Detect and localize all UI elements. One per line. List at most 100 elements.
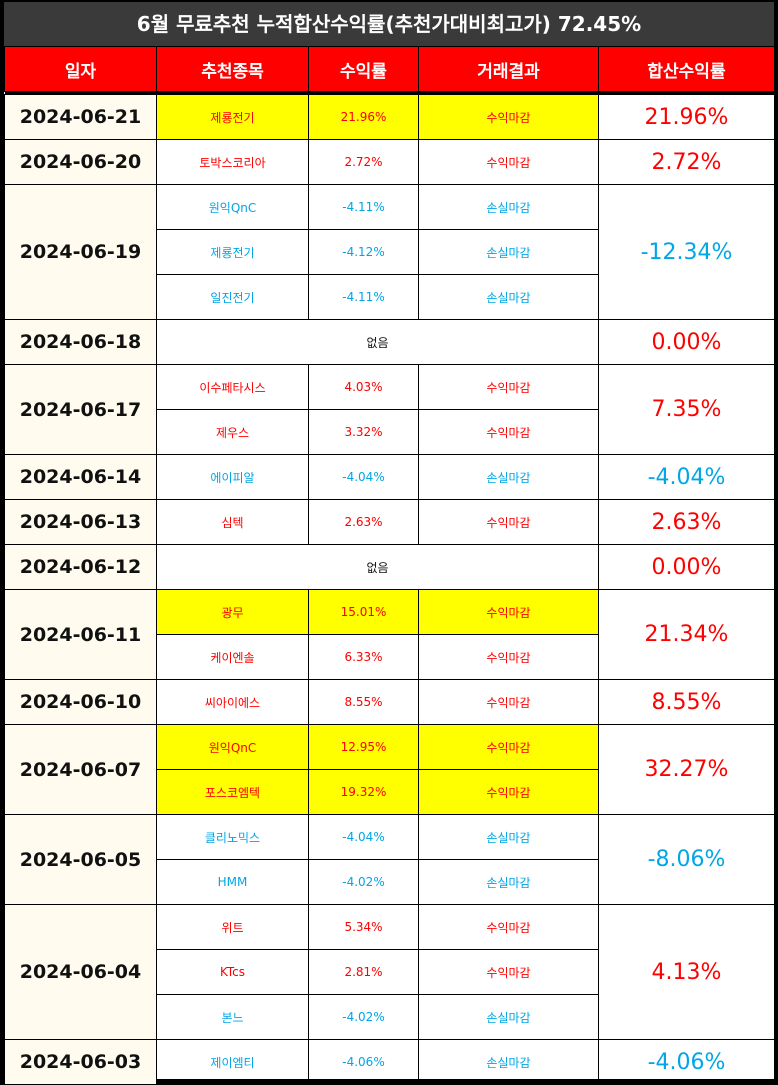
return-cell: -4.06%: [308, 1039, 419, 1085]
stock-name-cell: 제이엠티: [156, 1039, 309, 1085]
return-cell: 2.81%: [308, 949, 419, 995]
stock-name-cell: 제우스: [156, 409, 309, 455]
total-return-cell: -4.04%: [598, 454, 775, 500]
result-cell: 수익마감: [418, 634, 599, 680]
date-cell: 2024-06-18: [4, 319, 157, 365]
stock-name-cell: 원익QnC: [156, 184, 309, 230]
date-cell: 2024-06-04: [4, 904, 157, 1040]
table-row: 2024-06-13 심텍 2.63% 수익마감 2.63%: [4, 499, 775, 545]
report-frame: 6월 무료추천 누적합산수익률(추천가대비최고가) 72.45% 일자 추천종목…: [4, 2, 775, 1085]
table-row: 포스코엠텍 19.32% 수익마감: [5, 769, 775, 815]
returns-table: 일자 추천종목 수익률 거래결과 합산수익률 2024-06-21 제룡전기 21.…: [4, 46, 775, 1085]
table-row: 2024-06-19 원익QnC -4.11% 손실마감 -12.34%: [4, 184, 775, 320]
return-cell: 4.03%: [308, 364, 419, 410]
date-cell: 2024-06-05: [4, 814, 157, 905]
stock-name-cell: 일진전기: [156, 274, 309, 320]
table-row: 2024-06-07 원익QnC 12.95% 수익마감 32.27%: [4, 724, 775, 815]
return-cell: -4.02%: [308, 859, 419, 905]
date-cell: 2024-06-19: [4, 184, 157, 320]
return-cell: 6.33%: [308, 634, 419, 680]
stock-name-cell: HMM: [156, 859, 309, 905]
result-cell: 손실마감: [418, 814, 599, 860]
stock-name-cell: 토박스코리아: [156, 139, 309, 185]
table-row: 2024-06-14 에이피알 -4.04% 손실마감 -4.04%: [4, 454, 775, 500]
date-cell: 2024-06-10: [4, 679, 157, 725]
result-cell: 손실마감: [418, 454, 599, 500]
gap-cell: [4, 91, 775, 95]
total-return-cell: 32.27%: [598, 724, 775, 815]
date-cell: 2024-06-13: [4, 499, 157, 545]
table-row: 2024-06-03 제이엠티 -4.06% 손실마감 -4.06%: [4, 1039, 775, 1085]
date-cell: 2024-06-14: [4, 454, 157, 500]
result-cell: 수익마감: [418, 139, 599, 185]
total-return-cell: -8.06%: [598, 814, 775, 905]
stock-name-cell: 심텍: [156, 499, 309, 545]
table-row: 2024-06-04 위트 5.34% 수익마감 4.13%: [4, 904, 775, 1040]
total-return-cell: 2.72%: [598, 139, 775, 185]
return-cell: 19.32%: [308, 769, 419, 815]
stock-name-cell: 씨아이에스: [156, 679, 309, 725]
date-cell: 2024-06-20: [4, 139, 157, 185]
date-cell: 2024-06-03: [4, 1039, 157, 1085]
date-cell: 2024-06-21: [4, 94, 157, 140]
total-return-cell: 8.55%: [598, 679, 775, 725]
table-row: 제룡전기 -4.12% 손실마감: [5, 229, 775, 275]
table-row: 2024-06-11 광무 15.01% 수익마감 21.34%: [4, 589, 775, 680]
table-row: 일진전기 -4.11% 손실마감: [5, 274, 775, 320]
result-cell: 손실마감: [418, 859, 599, 905]
total-return-cell: 21.96%: [598, 94, 775, 140]
return-cell: -4.04%: [308, 814, 419, 860]
date-cell: 2024-06-11: [4, 589, 157, 680]
return-cell: -4.11%: [308, 184, 419, 230]
result-cell: 수익마감: [418, 769, 599, 815]
stock-name-cell: 케이엔솔: [156, 634, 309, 680]
stock-name-cell: 클리노믹스: [156, 814, 309, 860]
result-cell: 수익마감: [418, 94, 599, 140]
header-total: 합산수익률: [598, 46, 775, 92]
page-title: 6월 무료추천 누적합산수익률(추천가대비최고가) 72.45%: [4, 2, 774, 46]
stock-name-cell: 위트: [156, 904, 309, 950]
header-result: 거래결과: [418, 46, 599, 92]
result-cell: 수익마감: [418, 589, 599, 635]
result-cell: 손실마감: [418, 229, 599, 275]
stock-name-cell: 이수페타시스: [156, 364, 309, 410]
table-row: 제우스 3.32% 수익마감: [5, 409, 775, 455]
header-gap: [4, 91, 775, 95]
return-cell: 2.72%: [308, 139, 419, 185]
table-row: KTcs 2.81% 수익마감: [5, 949, 775, 995]
return-cell: -4.11%: [308, 274, 419, 320]
table-row: 2024-06-05 클리노믹스 -4.04% 손실마감 -8.06%: [4, 814, 775, 905]
stock-name-cell: 원익QnC: [156, 724, 309, 770]
header-stock: 추천종목: [156, 46, 309, 92]
date-cell: 2024-06-17: [4, 364, 157, 455]
total-return-cell: 0.00%: [598, 544, 775, 590]
total-return-cell: 2.63%: [598, 499, 775, 545]
stock-name-cell: 광무: [156, 589, 309, 635]
header-row: 일자 추천종목 수익률 거래결과 합산수익률: [4, 46, 775, 92]
stock-name-cell: 제룡전기: [156, 94, 309, 140]
result-cell: 수익마감: [418, 409, 599, 455]
total-return-cell: -12.34%: [598, 184, 775, 320]
table-row: 2024-06-21 제룡전기 21.96% 수익마감 21.96%: [4, 94, 775, 140]
return-cell: 5.34%: [308, 904, 419, 950]
no-recommendation-cell: 없음: [156, 319, 599, 365]
table-row: 2024-06-12 없음 0.00%: [4, 544, 775, 590]
stock-name-cell: 본느: [156, 994, 309, 1040]
result-cell: 수익마감: [418, 679, 599, 725]
table-row: 2024-06-17 이수페타시스 4.03% 수익마감 7.35%: [4, 364, 775, 455]
no-recommendation-cell: 없음: [156, 544, 599, 590]
result-cell: 수익마감: [418, 499, 599, 545]
header-date: 일자: [4, 46, 157, 92]
result-cell: 손실마감: [418, 1039, 599, 1085]
result-cell: 손실마감: [418, 274, 599, 320]
return-cell: -4.02%: [308, 994, 419, 1040]
table-row: HMM -4.02% 손실마감: [5, 859, 775, 905]
stock-name-cell: 포스코엠텍: [156, 769, 309, 815]
return-cell: 12.95%: [308, 724, 419, 770]
stock-name-cell: 제룡전기: [156, 229, 309, 275]
table-row: 2024-06-10 씨아이에스 8.55% 수익마감 8.55%: [4, 679, 775, 725]
return-cell: 21.96%: [308, 94, 419, 140]
return-cell: -4.04%: [308, 454, 419, 500]
total-return-cell: -4.06%: [598, 1039, 775, 1085]
return-cell: 8.55%: [308, 679, 419, 725]
